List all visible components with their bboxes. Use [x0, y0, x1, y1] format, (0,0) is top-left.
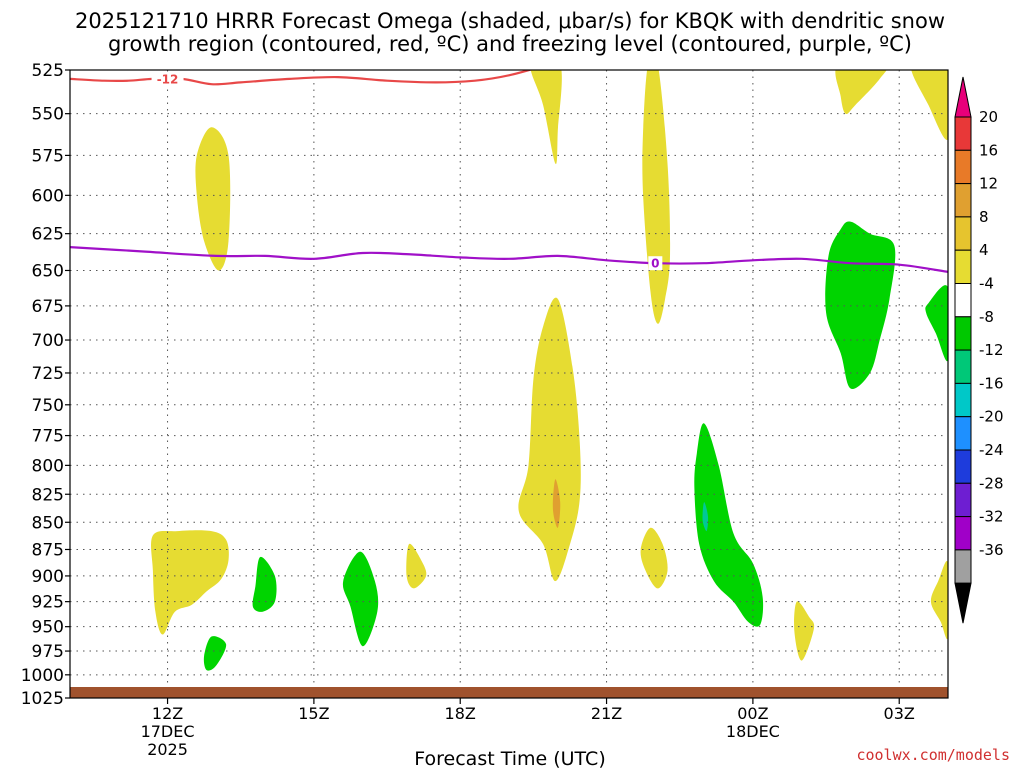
- omega-yellow-small-17z: [406, 543, 427, 589]
- y-tick-label-725: 725: [32, 364, 64, 384]
- freezing-purple-contour: [70, 246, 948, 273]
- y-tick-label-575: 575: [32, 146, 64, 166]
- x-tick-label-15Z: 15Z: [298, 704, 329, 723]
- x-tick-date-00Z: 18DEC: [726, 722, 780, 741]
- colorbar-swatch-2: [954, 183, 972, 218]
- y-tick-label-800: 800: [32, 456, 64, 476]
- y-tick-label-675: 675: [32, 297, 64, 317]
- plot-frame: [69, 69, 949, 699]
- omega-yellow-top-1: [530, 70, 562, 164]
- omega-green-16z: [342, 551, 379, 647]
- colorbar-label-10: -24: [979, 441, 1004, 459]
- y-tick-label-700: 700: [32, 331, 64, 351]
- purple-contour-label-bg: [648, 256, 663, 271]
- x-axis-label: Forecast Time (UTC): [414, 748, 605, 768]
- colorbar-swatch-0: [954, 116, 972, 151]
- colorbar-label-7: -12: [979, 341, 1004, 359]
- colorbar-label-13: -36: [979, 541, 1004, 559]
- red-contour-label: -12: [157, 72, 179, 86]
- chart-title-line1: 2025121710 HRRR Forecast Omega (shaded, …: [75, 9, 945, 33]
- y-tick-label-1025: 1025: [21, 689, 64, 709]
- colorbar-swatch-6: [954, 316, 972, 351]
- omega-yellow-top-4: [911, 70, 948, 140]
- chart-title-line2: growth region (contoured, red, ºC) and f…: [108, 32, 912, 56]
- y-tick-label-825: 825: [32, 485, 64, 505]
- credit-text: coolwx.com/models: [856, 746, 1010, 764]
- colorbar-label-5: -4: [979, 275, 994, 293]
- colorbar: 20 16 12 8 4 -4 -8 -12 -16 -20 -24 -28 -32 -36: [954, 76, 1004, 624]
- omega-green-14z: [252, 556, 277, 612]
- colorbar-swatch-9: [954, 416, 972, 451]
- omega-green-23z: [694, 423, 764, 627]
- red-contour-label-bg: [151, 71, 184, 86]
- colorbar-label-11: -28: [979, 474, 1004, 492]
- colorbar-label-4: 4: [979, 241, 989, 259]
- colorbar-swatch-5: [954, 283, 972, 318]
- colorbar-swatch-8: [954, 382, 972, 418]
- y-tick-label-625: 625: [32, 225, 64, 245]
- x-tick-label-12Z: 12Z: [152, 704, 183, 723]
- y-tick-label-1000: 1000: [21, 666, 64, 686]
- x-tick-year-12Z: 2025: [147, 740, 188, 759]
- y-tick-label-925: 925: [32, 593, 64, 613]
- omega-green-03z: [925, 285, 948, 362]
- colorbar-swatch-12: [954, 516, 972, 551]
- omega-yellow-big: [518, 297, 581, 582]
- y-tick-label-600: 600: [32, 186, 64, 206]
- ground-layer: [70, 687, 948, 698]
- x-tick-label-18Z: 18Z: [445, 704, 476, 723]
- purple-contour-label: 0: [651, 257, 659, 271]
- colorbar-label-3: 8: [979, 208, 989, 226]
- y-tick-label-750: 750: [32, 396, 64, 416]
- y-tick-label-850: 850: [32, 513, 64, 533]
- omega-yellow-top-3: [835, 70, 887, 114]
- omega-yellow-right-edge: [930, 561, 948, 640]
- colorbar-label-9: -20: [979, 408, 1004, 426]
- colorbar-label-0: 20: [979, 108, 998, 126]
- y-tick-label-900: 900: [32, 567, 64, 587]
- colorbar-label-8: -16: [979, 374, 1004, 392]
- omega-yellow-top-2: [642, 70, 671, 324]
- omega-yellow-lower-left: [151, 530, 229, 635]
- x-tick-label-00Z: 00Z: [737, 704, 768, 723]
- colorbar-swatch-4: [954, 249, 972, 284]
- colorbar-label-12: -32: [979, 508, 1004, 526]
- colorbar-bottom-arrow: [954, 582, 972, 624]
- x-tick-label-03Z: 03Z: [884, 704, 915, 723]
- y-tick-label-650: 650: [32, 261, 64, 281]
- colorbar-swatch-13: [954, 549, 972, 584]
- omega-yellow-small-01z: [794, 601, 815, 661]
- omega-orange-core: [552, 479, 561, 528]
- x-tick-date-12Z: 17DEC: [141, 722, 195, 741]
- omega-green-02z: [825, 221, 896, 389]
- colorbar-swatch-11: [954, 482, 972, 518]
- omega-teal-core: [702, 502, 709, 532]
- contour-lines: -12 0: [70, 70, 948, 273]
- colorbar-top-arrow: [954, 76, 972, 118]
- colorbar-label-1: 16: [979, 141, 998, 159]
- omega-yellow-mid-left: [195, 127, 231, 271]
- colorbar-label-6: -8: [979, 308, 994, 326]
- y-tick-label-975: 975: [32, 642, 64, 662]
- omega-green-13z: [203, 636, 227, 671]
- omega-shaded-regions: [151, 70, 948, 671]
- y-tick-label-875: 875: [32, 540, 64, 560]
- omega-yellow-small-22z: [640, 527, 668, 589]
- colorbar-swatch-3: [954, 216, 972, 251]
- y-tick-label-550: 550: [32, 105, 64, 125]
- grid-lines: [70, 69, 948, 699]
- colorbar-label-2: 12: [979, 175, 998, 193]
- ground-strip: [70, 687, 948, 698]
- colorbar-swatch-7: [954, 349, 972, 384]
- y-tick-label-775: 775: [32, 427, 64, 447]
- colorbar-swatch-1: [954, 149, 972, 185]
- y-axis-ticks: 525 550 575 600 625 650 675 700 725 750 775 800 825 8…: [21, 61, 70, 709]
- colorbar-swatch-10: [954, 449, 972, 484]
- x-tick-label-21Z: 21Z: [591, 704, 622, 723]
- y-tick-label-950: 950: [32, 618, 64, 638]
- y-tick-label-525: 525: [32, 61, 64, 81]
- dendritic-red-contour: [70, 70, 534, 86]
